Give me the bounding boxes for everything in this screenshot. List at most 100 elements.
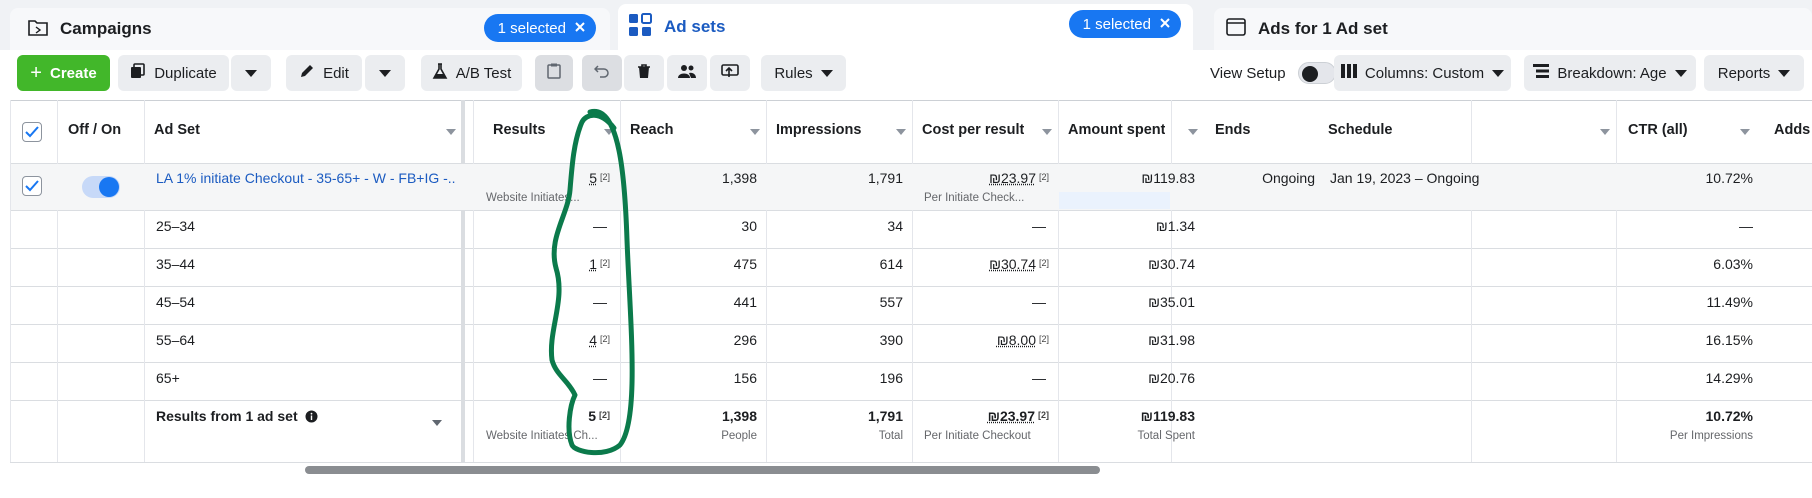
create-button[interactable]: + Create xyxy=(17,55,110,91)
col-header-schedule[interactable]: Schedule xyxy=(1328,122,1393,138)
chevron-down-icon[interactable] xyxy=(604,129,614,135)
ad-window-icon xyxy=(1226,17,1246,42)
chevron-down-icon[interactable] xyxy=(750,129,760,135)
tab-adsets[interactable]: Ad sets 1 selected xyxy=(618,4,1193,50)
chevron-down-icon[interactable] xyxy=(1740,129,1750,135)
adsets-table: Off / On Ad Set Results Reach Impression… xyxy=(10,100,1812,464)
chevron-down-icon[interactable] xyxy=(1188,129,1198,135)
breakdown-reach: 156 xyxy=(733,370,757,386)
breakdown-impressions: 614 xyxy=(879,256,903,272)
breakdown-cost-value[interactable]: ₪30.74 xyxy=(989,256,1036,272)
campaigns-selected-pill[interactable]: 1 selected xyxy=(483,14,596,42)
info-icon[interactable] xyxy=(305,410,318,426)
main-results-value[interactable]: 5 xyxy=(589,170,597,186)
totals-cost-sub: Per Initiate Checkout xyxy=(924,430,1031,442)
breakdown-cost-value[interactable]: ₪8.00 xyxy=(996,332,1036,348)
clipboard-button[interactable] xyxy=(535,55,573,91)
col-header-impressions[interactable]: Impressions xyxy=(776,122,862,138)
breakdown-amount: ₪20.76 xyxy=(1148,370,1195,386)
columns-button[interactable]: Columns: Custom xyxy=(1334,55,1511,91)
duplicate-button[interactable]: Duplicate xyxy=(118,55,229,91)
adset-on-off-toggle[interactable] xyxy=(82,176,120,198)
totals-reach-sub: People xyxy=(721,430,757,442)
close-icon[interactable] xyxy=(574,20,586,37)
totals-cost-value[interactable]: ₪23.97 xyxy=(987,408,1035,424)
breakdown-results: — xyxy=(475,294,610,310)
breakdown-results-value: — xyxy=(593,370,607,386)
breakdown-results-value: — xyxy=(593,294,607,310)
chevron-down-icon[interactable] xyxy=(446,129,456,135)
duplicate-label: Duplicate xyxy=(154,64,217,82)
breakdown-results-value[interactable]: 1 xyxy=(589,256,597,272)
breakdown-cost-value: — xyxy=(1032,370,1046,386)
main-cost-sup: [2] xyxy=(1038,172,1049,182)
totals-label: Results from 1 ad set xyxy=(156,408,318,426)
col-header-ends[interactable]: Ends xyxy=(1215,122,1251,138)
edit-button[interactable]: Edit xyxy=(286,55,362,91)
tab-ads[interactable]: Ads for 1 Ad set xyxy=(1214,8,1812,50)
breakdown-cost: ₪8.00 [2] xyxy=(914,332,1049,348)
breakdown-reach: 475 xyxy=(733,256,757,272)
chevron-down-icon[interactable] xyxy=(432,420,442,426)
main-results: 5 [2] xyxy=(475,170,610,186)
reports-button[interactable]: Reports xyxy=(1704,55,1804,91)
undo-button[interactable] xyxy=(582,55,622,91)
folder-icon xyxy=(28,18,48,41)
col-header-cost-per-result[interactable]: Cost per result xyxy=(922,122,1025,138)
ab-test-button[interactable]: A/B Test xyxy=(421,55,522,91)
breakdown-button[interactable]: Breakdown: Age xyxy=(1524,55,1696,91)
col-header-amount-spent[interactable]: Amount spent xyxy=(1068,122,1166,138)
col-header-reach[interactable]: Reach xyxy=(630,122,674,138)
check-icon xyxy=(25,126,39,138)
breakdown-results-sup: [2] xyxy=(599,334,610,344)
totals-ctr: 10.72% xyxy=(1705,408,1753,424)
breakdown-cost: — xyxy=(914,370,1049,386)
close-icon[interactable] xyxy=(1159,16,1171,33)
adset-name-link[interactable]: LA 1% initiate Checkout - 35-65+ - W - F… xyxy=(156,170,456,186)
delete-button[interactable] xyxy=(624,55,664,91)
select-all-checkbox[interactable] xyxy=(22,122,42,142)
duplicate-dropdown-button[interactable] xyxy=(231,55,271,91)
breakdown-reach: 296 xyxy=(733,332,757,348)
main-cost: ₪23.97 [2] xyxy=(914,170,1049,186)
undo-icon xyxy=(593,63,610,83)
adsets-selected-pill[interactable]: 1 selected xyxy=(1068,10,1181,38)
rules-button[interactable]: Rules xyxy=(761,55,846,91)
chevron-down-icon[interactable] xyxy=(1042,129,1052,135)
totals-ctr-sub: Per Impressions xyxy=(1669,430,1753,442)
edit-dropdown-button[interactable] xyxy=(365,55,405,91)
breakdown-results: 1 [2] xyxy=(475,256,610,272)
breakdown-ctr: 16.15% xyxy=(1705,332,1753,348)
totals-impressions-sub: Total xyxy=(878,430,903,442)
main-schedule: Jan 19, 2023 – Ongoing xyxy=(1330,170,1480,186)
col-header-results[interactable]: Results xyxy=(493,122,546,138)
breakdown-amount: ₪1.34 xyxy=(1155,218,1195,234)
plus-icon: + xyxy=(30,61,42,84)
chevron-down-icon[interactable] xyxy=(1600,129,1610,135)
columns-icon xyxy=(1340,64,1357,82)
horizontal-scrollbar[interactable] xyxy=(305,466,1100,474)
col-header-ctr[interactable]: CTR (all) xyxy=(1628,122,1688,138)
ab-test-label: A/B Test xyxy=(455,64,512,82)
col-header-ad-set[interactable]: Ad Set xyxy=(154,122,200,138)
breakdown-impressions: 34 xyxy=(887,218,903,234)
breakdown-results-value[interactable]: 4 xyxy=(589,332,597,348)
totals-results-sup: [2] xyxy=(599,410,610,420)
view-setup[interactable]: View Setup xyxy=(1210,62,1336,84)
breakdown-cost-value: — xyxy=(1032,218,1046,234)
col-header-adds[interactable]: Adds t xyxy=(1774,122,1812,138)
breakdown-reach: 441 xyxy=(733,294,757,310)
breakdown-age: 45–54 xyxy=(156,294,195,310)
chevron-down-icon[interactable] xyxy=(896,129,906,135)
chevron-down-icon xyxy=(1492,69,1505,77)
breakdown-cost-sup: [2] xyxy=(1038,258,1049,268)
audience-button[interactable] xyxy=(667,55,707,91)
tab-campaigns[interactable]: Campaigns 1 selected xyxy=(10,8,610,50)
main-cost-value[interactable]: ₪23.97 xyxy=(989,170,1036,186)
view-setup-toggle[interactable] xyxy=(1297,62,1336,84)
preview-button[interactable] xyxy=(710,55,750,91)
create-label: Create xyxy=(49,64,97,82)
col-header-off-on[interactable]: Off / On xyxy=(68,122,122,138)
row-checkbox[interactable] xyxy=(22,176,42,196)
preview-icon xyxy=(721,63,739,83)
